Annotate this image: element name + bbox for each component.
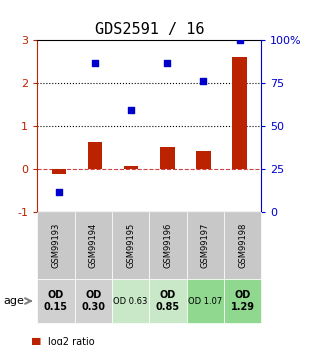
Text: OD 1.07: OD 1.07 [188,296,222,306]
Bar [196,150,211,169]
Text: GSM99197: GSM99197 [201,223,210,268]
Text: GSM99198: GSM99198 [238,223,247,268]
Text: GSM99194: GSM99194 [89,223,98,268]
Bar [88,142,102,169]
Bar [124,166,138,169]
Text: OD
0.30: OD 0.30 [81,290,105,312]
Text: GSM99193: GSM99193 [52,223,60,268]
Text: GSM99195: GSM99195 [126,223,135,268]
Bar [52,169,66,174]
Point [237,37,242,42]
Bar [232,57,247,169]
Bar [160,147,174,169]
Text: OD
1.29: OD 1.29 [230,290,255,312]
Point [201,78,206,84]
Point [93,60,98,66]
Text: OD
0.85: OD 0.85 [156,290,180,312]
Point [165,60,170,66]
Text: ■: ■ [31,337,42,345]
Text: OD
0.15: OD 0.15 [44,290,68,312]
Text: age: age [3,296,24,306]
Point [57,189,62,195]
Text: OD 0.63: OD 0.63 [114,296,148,306]
Title: GDS2591 / 16: GDS2591 / 16 [95,22,204,37]
Point [129,107,134,112]
Text: GSM99196: GSM99196 [164,223,172,268]
Text: log2 ratio: log2 ratio [48,337,95,345]
